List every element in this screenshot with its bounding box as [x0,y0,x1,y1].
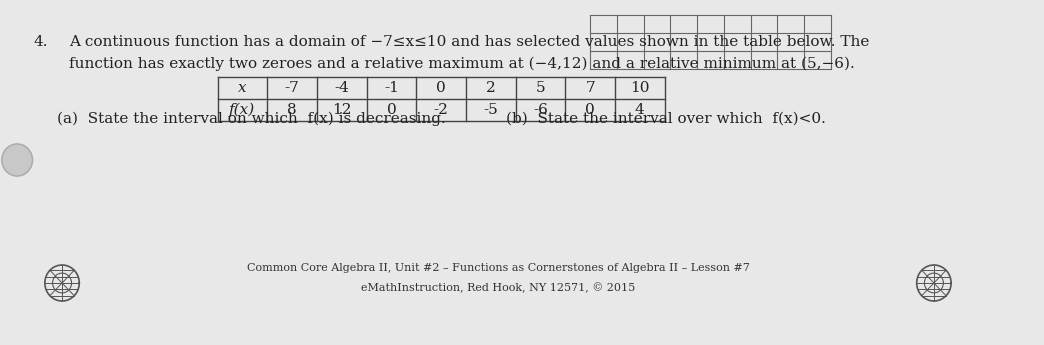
Text: 2: 2 [485,81,496,95]
Text: 4.: 4. [33,35,48,49]
Text: 0: 0 [436,81,446,95]
Text: f(x): f(x) [230,103,256,117]
Text: 5: 5 [536,81,545,95]
Text: 12: 12 [332,103,352,117]
Text: 8: 8 [287,103,296,117]
Text: function has exactly two zeroes and a relative maximum at (−4,12) and a relative: function has exactly two zeroes and a re… [69,57,854,71]
Text: A continuous function has a domain of −7≤x≤10 and has selected values shown in t: A continuous function has a domain of −7… [69,35,869,49]
Text: 7: 7 [586,81,595,95]
Text: 10: 10 [630,81,649,95]
Text: 0: 0 [586,103,595,117]
Text: eMathInstruction, Red Hook, NY 12571, © 2015: eMathInstruction, Red Hook, NY 12571, © … [361,283,636,294]
Text: -5: -5 [483,103,498,117]
Text: -4: -4 [334,81,350,95]
Text: -2: -2 [433,103,449,117]
Circle shape [2,144,32,176]
Text: (b)  State the interval over which  f(x)<0.: (b) State the interval over which f(x)<0… [506,112,826,126]
Text: x: x [238,81,246,95]
Text: (a)  State the interval on which  f(x) is decreasing.: (a) State the interval on which f(x) is … [57,112,446,126]
Text: -6: -6 [533,103,548,117]
Text: -7: -7 [285,81,300,95]
Text: Common Core Algebra II, Unit #2 – Functions as Cornerstones of Algebra II – Less: Common Core Algebra II, Unit #2 – Functi… [247,263,750,273]
Text: -1: -1 [384,81,399,95]
Text: 4: 4 [635,103,644,117]
Text: 0: 0 [386,103,397,117]
